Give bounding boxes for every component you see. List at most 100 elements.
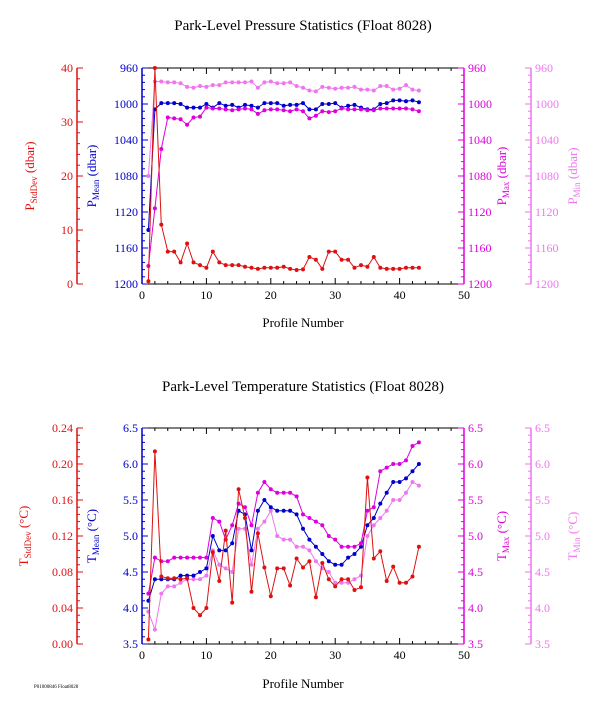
pressure-max-point: [301, 109, 305, 114]
temperature-std-point: [223, 528, 228, 533]
temperature-mean-point: [384, 490, 389, 495]
temperature-std-point: [165, 576, 170, 581]
pressure-max-point: [397, 106, 402, 111]
pressure-mean-tick-label: 1000: [114, 97, 138, 111]
pressure-min-tick-label: 1040: [535, 133, 559, 147]
temperature-std-point: [178, 577, 183, 582]
pressure-min-point: [352, 84, 357, 89]
pressure-max-tick-label: 1000: [468, 97, 492, 111]
pressure-max-point: [185, 122, 190, 127]
pressure-std-point: [159, 222, 164, 227]
temperature-std-point: [275, 566, 280, 571]
temperature-min-point: [281, 537, 286, 542]
temperature-std-point: [185, 576, 190, 581]
pressure-min-point: [172, 80, 177, 85]
pressure-min-point: [159, 79, 164, 84]
temperature-mean-point: [230, 541, 235, 546]
pressure-std-line: [147, 67, 419, 282]
temperature-min-tick-label: 3.5: [535, 637, 550, 651]
temperature-mean-point: [223, 548, 228, 553]
temperature-mean-point: [397, 480, 402, 484]
temperature-max-tick-label: 6.5: [468, 421, 483, 435]
pressure-min-point: [404, 83, 408, 88]
temperature-min-point: [301, 544, 305, 549]
temperature-min-point: [178, 580, 183, 585]
pressure-min-point: [320, 84, 325, 89]
temperature-mean-point: [275, 508, 280, 513]
temperature-mean-axis-label: TMean (°C): [84, 509, 101, 563]
pressure-min-point: [262, 80, 267, 85]
pressure-std-point: [230, 263, 235, 268]
pressure-std-point: [365, 264, 370, 269]
temperature-max-point: [288, 490, 293, 495]
temperature-max-tick-label: 6.0: [468, 457, 483, 471]
pressure-min-point: [198, 84, 202, 88]
temperature-std-point: [346, 577, 351, 582]
temperature-min-point: [365, 534, 370, 538]
temperature-min-point: [326, 570, 331, 574]
temperature-mean-point: [255, 508, 260, 513]
pressure-x-tick-label: 20: [265, 288, 277, 302]
temperature-max-point: [230, 523, 235, 528]
pressure-std-point: [210, 249, 215, 254]
pressure-std-point: [404, 265, 408, 270]
pressure-std-point: [262, 265, 267, 270]
pressure-mean-point: [146, 228, 151, 232]
pressure-max-tick-label: 1200: [468, 277, 492, 291]
temperature-max-point: [243, 505, 247, 510]
temperature-max-point: [384, 465, 389, 470]
pressure-std-point: [146, 279, 151, 284]
pressure-max-point: [404, 106, 408, 111]
temperature-mean-point: [378, 501, 383, 506]
temperature-std-point: [230, 600, 235, 605]
temperature-min-point: [288, 537, 293, 542]
pressure-mean-point: [262, 101, 267, 106]
temperature-max-point: [262, 480, 267, 484]
pressure-std-point: [352, 265, 357, 270]
temperature-max-point: [178, 555, 183, 560]
temperature-std-point: [365, 475, 370, 480]
temperature-std-point: [191, 606, 196, 610]
temperature-mean-point: [210, 534, 215, 538]
temperature-mean-point: [191, 573, 196, 578]
pressure-mean-point: [352, 102, 357, 107]
pressure-max-series: [146, 105, 421, 268]
temperature-mean-point: [326, 559, 331, 564]
pressure-mean-point: [223, 103, 228, 108]
pressure-max-point: [352, 107, 357, 112]
pressure-max-point: [410, 107, 415, 112]
pressure-max-point: [217, 106, 222, 111]
pressure-max-tick-label: 960: [468, 61, 486, 75]
temperature-std-point: [326, 577, 331, 582]
temperature-max-point: [159, 559, 164, 564]
temperature-std-point: [359, 585, 363, 590]
temperature-mean-tick-label: 4.0: [123, 601, 138, 615]
pressure-min-point: [281, 81, 286, 86]
temperature-std-point: [391, 564, 396, 569]
pressure-mean-line: [147, 99, 420, 231]
temperature-std-point: [249, 589, 254, 594]
pressure-min-tick-label: 1160: [535, 241, 559, 255]
temperature-max-point: [281, 490, 286, 495]
pressure-max-tick-label: 1120: [468, 205, 492, 219]
pressure-std-point: [217, 260, 222, 265]
pressure-std-point: [204, 265, 209, 270]
pressure-max-point: [313, 113, 318, 118]
temperature-min-point: [152, 627, 157, 632]
pressure-max-point: [236, 107, 241, 112]
pressure-min-point: [391, 87, 396, 92]
temperature-min-tick-label: 5.5: [535, 493, 550, 507]
temperature-min-point: [217, 562, 222, 567]
temperature-std-point: [217, 579, 222, 583]
pressure-max-point: [210, 106, 215, 111]
temperature-min-line: [147, 481, 420, 632]
pressure-std-point: [410, 265, 415, 270]
temperature-max-tick-label: 4.0: [468, 601, 483, 615]
footer-id-text: P01000846 Float8028: [34, 685, 79, 690]
pressure-mean-point: [172, 101, 177, 106]
pressure-min-tick-label: 960: [535, 61, 553, 75]
temperature-std-point: [384, 579, 389, 583]
temperature-max-tick-label: 4.5: [468, 565, 483, 579]
pressure-mean-point: [326, 102, 331, 106]
temperature-min-point: [249, 562, 254, 567]
